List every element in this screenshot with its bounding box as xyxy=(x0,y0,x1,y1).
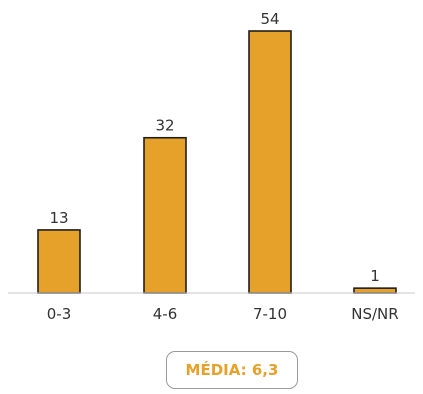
labels-layer: 13 0-3 32 4-6 54 7-10 1 NS/NR xyxy=(47,10,399,323)
value-label: 13 xyxy=(49,209,68,227)
x-tick-label: 7-10 xyxy=(253,305,287,323)
x-tick-label: NS/NR xyxy=(351,305,398,323)
x-tick-label: 4-6 xyxy=(153,305,178,323)
value-label: 54 xyxy=(260,10,279,28)
mean-label: MÉDIA: 6,3 xyxy=(185,361,279,379)
bar-7-10 xyxy=(248,30,292,294)
bar-chart: 13 0-3 32 4-6 54 7-10 1 NS/NR xyxy=(8,10,415,323)
value-label: 32 xyxy=(155,117,174,135)
value-label: 1 xyxy=(370,267,380,285)
bars-layer xyxy=(37,30,397,294)
bar-ns-nr xyxy=(353,287,397,294)
x-tick-label: 0-3 xyxy=(47,305,72,323)
mean-badge: MÉDIA: 6,3 xyxy=(166,351,298,389)
bar-0-3 xyxy=(37,229,81,294)
bar-4-6 xyxy=(143,136,187,294)
